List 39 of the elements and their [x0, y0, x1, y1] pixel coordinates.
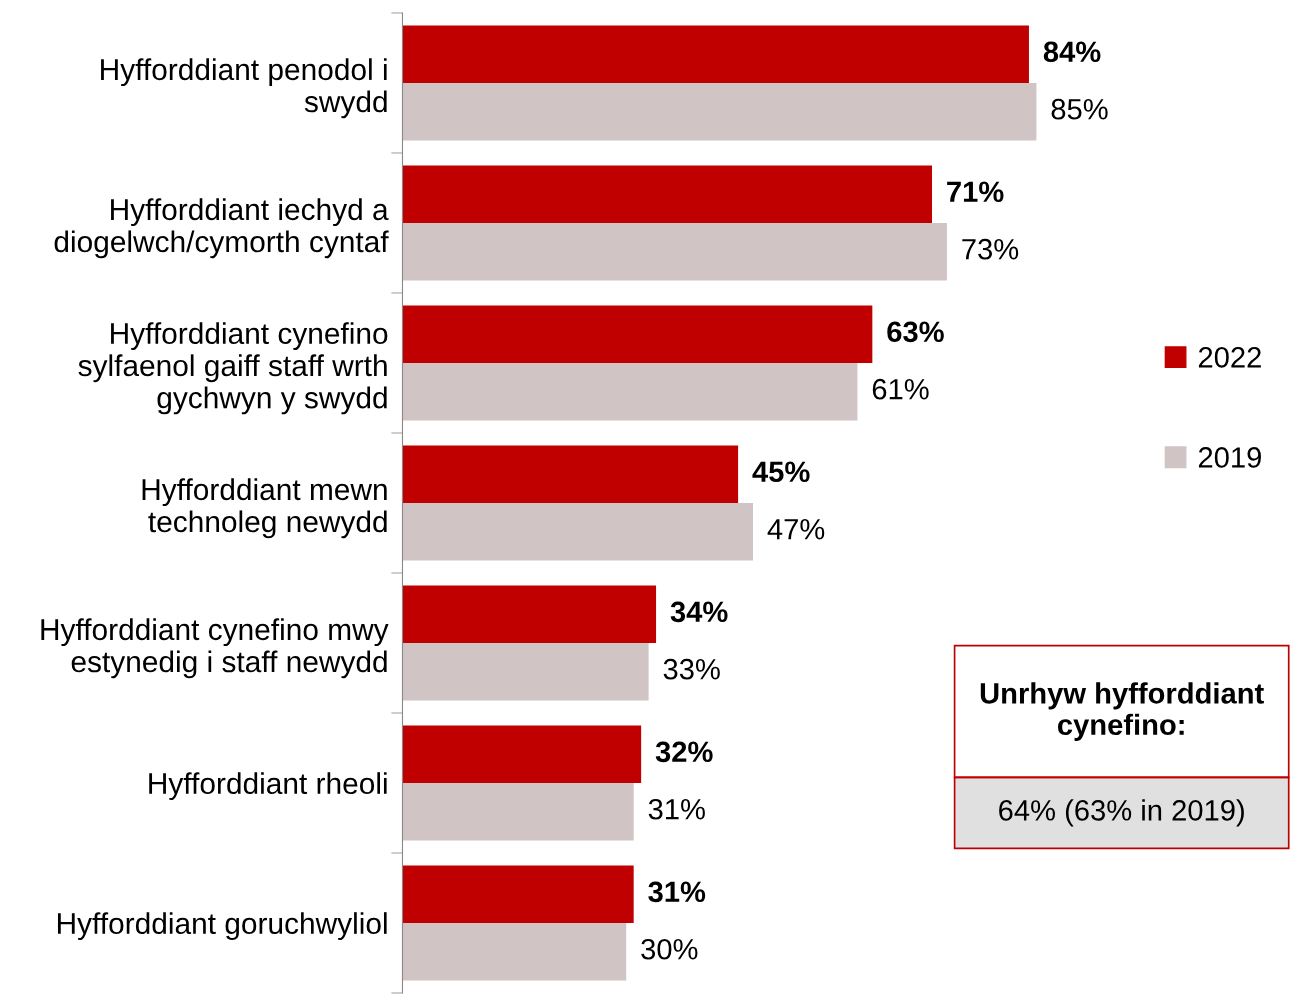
data-label: 45%	[752, 461, 810, 483]
data-label: 84%	[1043, 41, 1101, 63]
bar	[402, 643, 649, 701]
bar	[402, 362, 858, 421]
y-tick-label: Hyfforddiant penodol i swydd	[101, 58, 387, 119]
data-label: 63%	[887, 321, 944, 343]
bar	[402, 502, 754, 561]
data-label: 33%	[663, 658, 720, 680]
y-tick-label: Hyfforddiant rheoli	[149, 772, 387, 801]
data-label: 34%	[670, 601, 728, 623]
bar	[402, 445, 739, 503]
y-tick-label: Hyfforddiant cynefino mwy estynedig i staff newydd	[41, 618, 389, 679]
bar	[402, 585, 657, 643]
data-label: 31%	[648, 798, 705, 820]
legend-label: 2022	[1198, 347, 1261, 368]
bar	[402, 923, 627, 981]
data-label: 32%	[655, 741, 713, 763]
data-label: 85%	[1051, 98, 1108, 120]
bar	[402, 25, 1029, 83]
data-label: 47%	[767, 519, 825, 540]
y-tick-label: Hyfforddiant mewn technoleg newydd	[142, 478, 387, 539]
bar	[402, 865, 634, 924]
data-label: 73%	[962, 238, 1019, 260]
y-tick-label: Hyfforddiant cynefino sylfaenol gaiff staff wrth gychwyn y swydd	[78, 322, 388, 415]
data-label: 71%	[947, 181, 1004, 203]
data-label: 61%	[872, 378, 929, 400]
bar	[402, 305, 873, 363]
legend-label: 2019	[1198, 447, 1261, 468]
data-label: 31%	[648, 881, 706, 903]
bar	[402, 82, 1037, 141]
bar	[402, 783, 634, 841]
y-tick-label: Hyfforddiant iechyd a diogelwch/cymorth cyntaf	[54, 198, 389, 259]
bar	[402, 222, 947, 281]
bar	[402, 725, 642, 783]
y-tick-label: Hyfforddiant goruchwyliol	[57, 912, 387, 941]
bar	[402, 165, 933, 223]
data-label: 30%	[641, 938, 698, 960]
annotation: Unrhyw hyfforddiant cynefino:	[980, 682, 1264, 741]
annotation: 64% (63% in 2019)	[999, 799, 1244, 827]
